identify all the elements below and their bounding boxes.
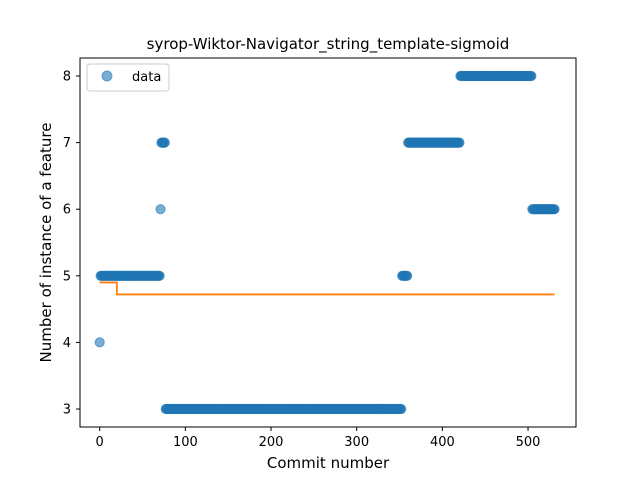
- y-tick-label: 7: [63, 136, 71, 151]
- x-tick-label: 500: [516, 435, 541, 450]
- data-point: [155, 204, 166, 215]
- y-tick-label: 5: [63, 269, 71, 284]
- chart-title: syrop-Wiktor-Navigator_string_template-s…: [147, 35, 510, 54]
- data-point: [454, 137, 465, 148]
- x-tick-label: 400: [430, 435, 455, 450]
- data-point: [396, 403, 407, 415]
- y-axis-label: Number of instance of a feature: [37, 123, 55, 363]
- x-tick-label: 300: [344, 435, 369, 450]
- axis-ticks: 0 100 200 300 400 500 3 4 5 6 7 8: [63, 69, 541, 450]
- data-point: [94, 337, 105, 348]
- y-tick-label: 3: [63, 403, 71, 418]
- legend-label-data: data: [132, 70, 161, 85]
- x-tick-label: 100: [173, 435, 198, 450]
- data-point: [549, 204, 560, 215]
- data-point: [526, 70, 537, 82]
- data-point: [159, 137, 170, 148]
- legend: data: [86, 63, 170, 92]
- y-tick-label: 4: [63, 336, 71, 351]
- fit-line: [99, 281, 555, 296]
- y-tick-label: 8: [63, 69, 71, 84]
- plot-area: [94, 70, 560, 415]
- data-point: [402, 270, 413, 281]
- data-point: [154, 270, 165, 281]
- axes-frame: [79, 57, 577, 428]
- x-axis-label: Commit number: [267, 454, 390, 472]
- x-tick-label: 0: [96, 435, 104, 450]
- legend-marker: [101, 70, 113, 82]
- y-tick-label: 6: [63, 203, 71, 218]
- x-tick-label: 200: [259, 435, 284, 450]
